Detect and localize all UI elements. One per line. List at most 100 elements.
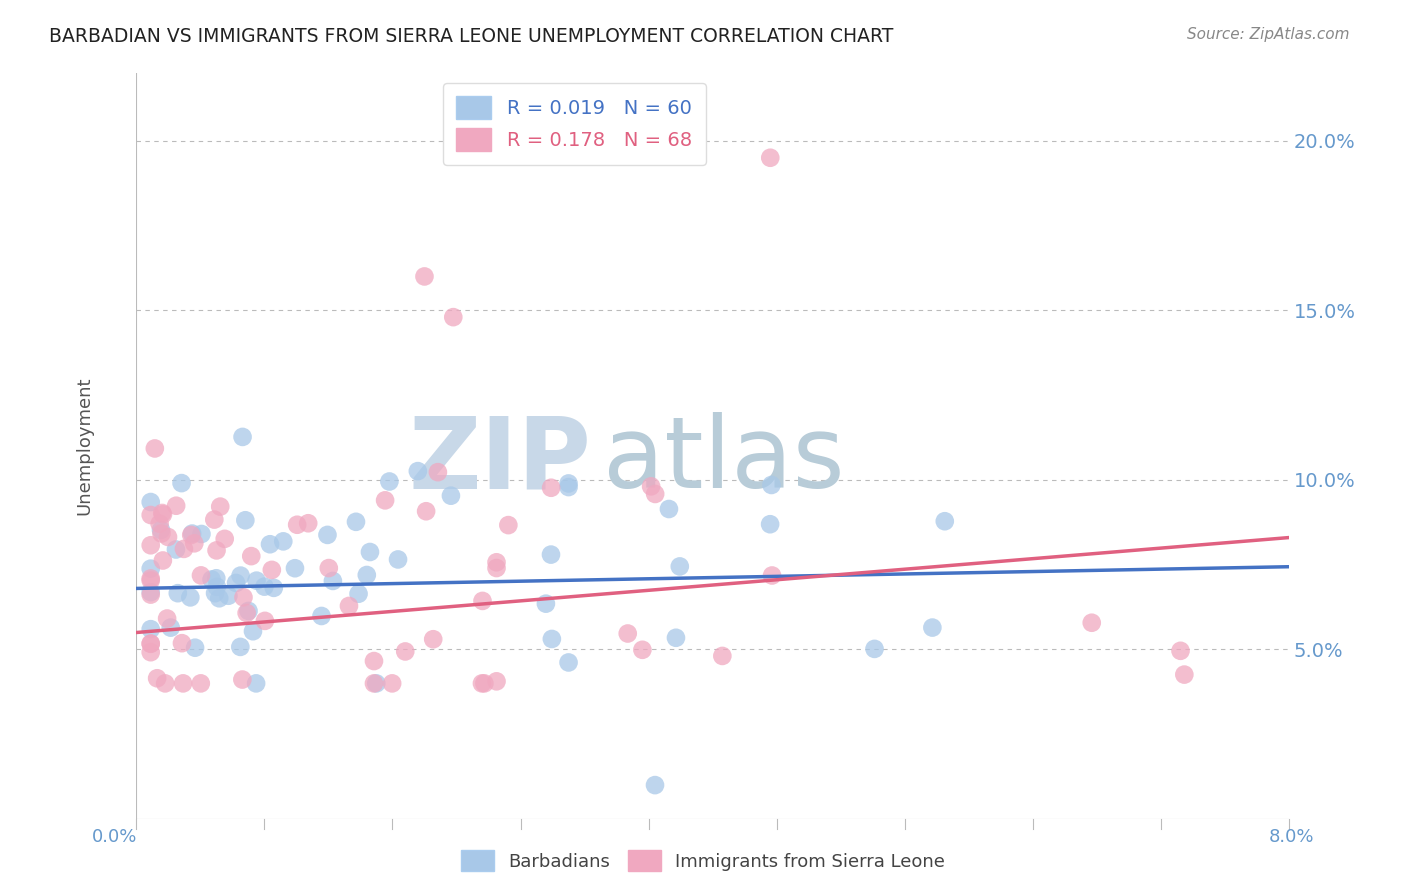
Point [139,622,162,636]
Point [139,585,162,599]
Point [245,676,267,690]
Point [347,587,370,601]
Point [139,538,162,552]
Legend: R = 0.019   N = 60, R = 0.178   N = 68: R = 0.019 N = 60, R = 0.178 N = 68 [443,83,706,164]
Text: BARBADIAN VS IMMIGRANTS FROM SIERRA LEONE UNEMPLOYMENT CORRELATION CHART: BARBADIAN VS IMMIGRANTS FROM SIERRA LEON… [49,27,894,45]
Point [285,517,308,532]
Point [156,611,179,625]
Point [202,512,225,526]
Point [356,568,378,582]
Point [150,506,173,520]
Point [190,568,212,582]
Point [143,442,166,456]
Point [146,671,169,685]
Point [217,589,239,603]
Text: 8.0%: 8.0% [1270,828,1315,846]
Point [363,676,385,690]
Point [242,624,264,639]
Point [359,545,381,559]
Point [557,656,579,670]
Point [534,597,557,611]
Point [711,648,734,663]
Text: Source: ZipAtlas.com: Source: ZipAtlas.com [1187,27,1350,42]
Point [165,542,187,557]
Point [150,526,173,541]
Point [205,580,228,594]
Point [485,561,508,575]
Point [152,508,174,522]
Point [759,517,782,532]
Point [153,676,176,690]
Point [179,591,201,605]
Point [263,581,285,595]
Point [318,561,340,575]
Point [209,500,232,514]
Point [413,269,436,284]
Point [644,778,666,792]
Point [200,573,222,587]
Point [139,571,162,585]
Point [214,532,236,546]
Point [180,528,202,542]
Point [440,489,463,503]
Point [238,604,260,618]
Point [231,673,253,687]
Point [640,479,662,493]
Point [208,591,231,606]
Point [181,526,204,541]
Point [183,536,205,550]
Text: Unemployment: Unemployment [76,376,93,516]
Point [139,562,162,576]
Point [166,586,188,600]
Point [540,548,562,562]
Point [485,555,508,569]
Point [426,465,449,479]
Point [311,609,333,624]
Point [863,641,886,656]
Point [1173,667,1195,681]
Point [406,464,429,478]
Text: atlas: atlas [603,412,845,509]
Point [205,571,228,585]
Point [139,574,162,588]
Point [240,549,263,563]
Point [190,676,212,690]
Point [471,676,494,690]
Point [184,640,207,655]
Point [761,568,783,582]
Point [1170,644,1192,658]
Point [159,621,181,635]
Point [284,561,307,575]
Point [557,476,579,491]
Point [485,674,508,689]
Point [253,580,276,594]
Point [374,493,396,508]
Point [363,654,385,668]
Point [1080,615,1102,630]
Point [387,552,409,566]
Point [934,514,956,528]
Point [658,502,681,516]
Point [139,588,162,602]
Point [761,478,783,492]
Point [173,541,195,556]
Point [921,621,943,635]
Text: 0.0%: 0.0% [91,828,136,846]
Point [150,523,173,537]
Point [260,563,283,577]
Point [139,508,162,522]
Point [422,632,444,647]
Point [665,631,688,645]
Point [232,430,254,444]
Point [541,632,564,646]
Point [259,537,281,551]
Point [441,310,464,325]
Point [337,599,360,613]
Point [378,475,401,489]
Point [644,487,666,501]
Point [235,606,257,620]
Point [225,576,247,591]
Point [415,504,437,518]
Point [540,481,562,495]
Point [190,527,212,541]
